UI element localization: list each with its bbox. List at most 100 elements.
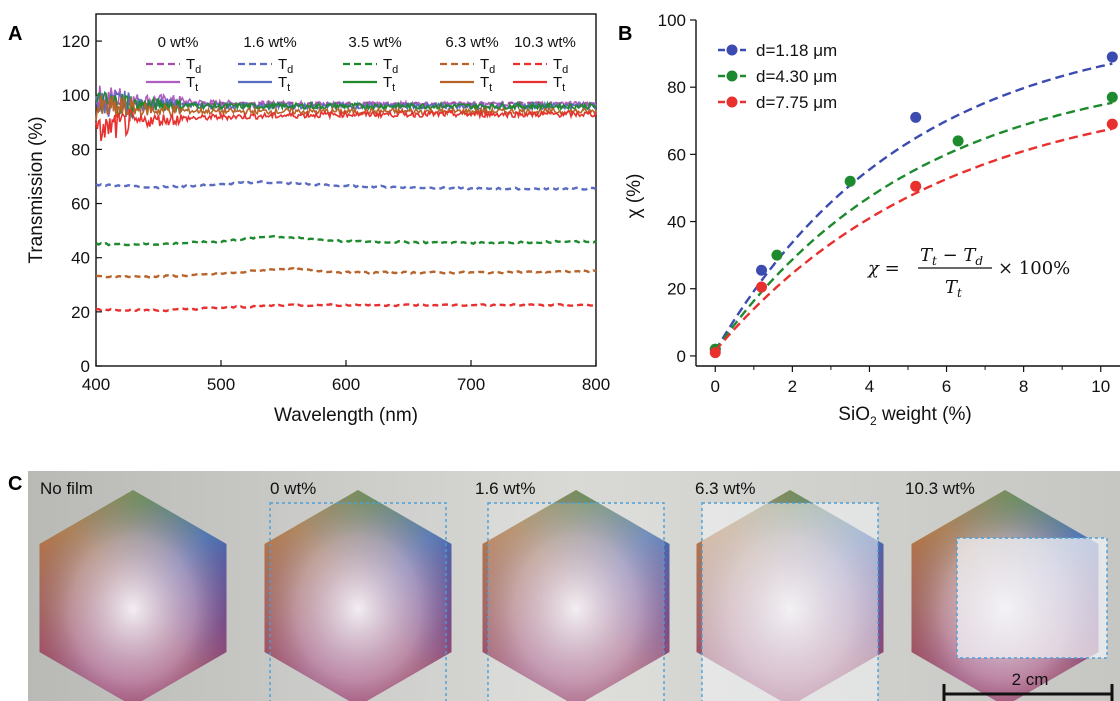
scale-bar: 2 cm (942, 670, 1114, 701)
x-axis-title-b-rest: weight (%) (877, 404, 972, 425)
photo-label: 6.3 wt% (695, 479, 755, 498)
data-point-0 (1106, 51, 1118, 63)
x-tick-label-a: 600 (332, 375, 360, 394)
x-tick-label-b: 2 (788, 377, 797, 396)
legend-row-main: T (383, 56, 392, 73)
formula-num-t: T (920, 245, 934, 266)
formula-denominator: Tt (945, 277, 962, 300)
series-line-1 (95, 85, 597, 114)
legend-row-main: T (186, 74, 195, 91)
formula-num-mid: − T (937, 245, 978, 266)
color-wheel-photo (482, 490, 670, 701)
legend-row-sub: t (392, 82, 395, 94)
photo-label: 10.3 wt% (905, 479, 975, 498)
y-tick-label-b: 100 (658, 11, 686, 30)
legend-row-label: Td (553, 56, 568, 76)
formula-den-t: T (945, 277, 959, 298)
data-point-0 (756, 264, 768, 276)
legend-swatch-dot (726, 44, 738, 56)
photo-label: No film (40, 479, 93, 498)
legend-row-label: Td (383, 56, 398, 76)
legend-row-main: T (480, 56, 489, 73)
legend-row-label: Tt (186, 74, 198, 94)
formula-num-sub: t (932, 254, 937, 268)
y-axis-title-a: Transmission (%) (26, 116, 47, 263)
legend-column-label: 0 wt% (158, 34, 199, 51)
legend-row-label: Tt (278, 74, 290, 94)
x-tick-label-a: 700 (457, 375, 485, 394)
y-tick-label-a: 40 (71, 249, 90, 268)
legend-row-sub: t (562, 82, 565, 94)
legend-row-main: T (383, 74, 392, 91)
legend-entry: d=7.75 μm (756, 93, 837, 112)
legend-row-label: Tt (480, 74, 492, 94)
legend-column-label: 1.6 wt% (243, 34, 296, 51)
legend-row-label: Td (186, 56, 201, 76)
x-tick-label-b: 0 (711, 377, 720, 396)
x-tick-label-b: 4 (865, 377, 874, 396)
legend-row-main: T (480, 74, 489, 91)
data-point-2 (756, 281, 768, 293)
ticks-a: 400 500 600 700 800 0 20 40 60 80 100 120 (62, 32, 611, 394)
series-line-7 (95, 95, 597, 122)
y-tick-label-b: 0 (677, 347, 686, 366)
series-line-9 (95, 108, 597, 142)
legend-row-sub: d (392, 64, 398, 76)
legend-row-label: Td (480, 56, 495, 76)
legend-row-label: Td (278, 56, 293, 76)
y-axis-title-b: χ (%) (624, 174, 645, 219)
data-point-1 (1106, 91, 1118, 103)
data-point-2 (1106, 118, 1118, 130)
series-line-4 (95, 234, 597, 247)
legend-column-label: 10.3 wt% (514, 34, 576, 51)
panel-label-c: C (8, 473, 22, 495)
color-wheel-photo (39, 490, 227, 701)
film-sample (956, 537, 1108, 659)
x-tick-label-a: 500 (207, 375, 235, 394)
legend-column-label: 3.5 wt% (348, 34, 401, 51)
legend-b: d=1.18 μm d=4.30 μm d=7.75 μm (718, 41, 837, 112)
data-point-0 (910, 111, 922, 123)
legend-row-main: T (553, 74, 562, 91)
color-wheel-center (482, 490, 670, 701)
y-tick-label-a: 120 (62, 32, 90, 51)
chi-formula: χ = Tt − Td Tt × 100% (866, 245, 1070, 300)
series-line-2 (95, 180, 597, 191)
series-line-6 (95, 266, 597, 279)
scale-bar-label: 2 cm (1012, 670, 1049, 689)
photo-label: 0 wt% (270, 479, 316, 498)
x-axis-title-a: Wavelength (nm) (274, 405, 418, 426)
panel-label-a: A (8, 23, 22, 45)
fit-curve-2 (714, 127, 1113, 352)
x-tick-label-b: 10 (1091, 377, 1110, 396)
film-sample (487, 502, 665, 701)
color-wheel-photo (696, 490, 884, 701)
legend-row-sub: d (562, 64, 568, 76)
color-wheel-photo (264, 490, 452, 701)
legend-row-sub: d (489, 64, 495, 76)
formula-num-sub2: d (975, 254, 983, 268)
photo-strip: No film 0 wt% 1.6 wt% 6.3 wt% 10.3 wt% (39, 479, 1108, 701)
legend-row-sub: d (195, 64, 201, 76)
legend-swatch-dot (726, 70, 738, 82)
formula-rhs: × 100% (998, 258, 1070, 279)
series-group-a (95, 85, 597, 313)
y-tick-label-b: 20 (667, 280, 686, 299)
y-tick-label-a: 0 (81, 357, 90, 376)
data-point-1 (771, 249, 783, 261)
x-tick-label-a: 800 (582, 375, 610, 394)
legend-row-sub: d (287, 64, 293, 76)
data-point-2 (709, 347, 721, 359)
legend-row-sub: t (287, 82, 290, 94)
legend-row-sub: t (489, 82, 492, 94)
fit-curve-1 (714, 101, 1113, 352)
x-tick-label-a: 400 (82, 375, 110, 394)
legend-row-label: Tt (553, 74, 565, 94)
x-tick-label-b: 8 (1019, 377, 1028, 396)
legend-swatch-dot (726, 96, 738, 108)
y-tick-label-a: 20 (71, 303, 90, 322)
panel-label-b: B (618, 23, 632, 45)
legend-row-main: T (278, 74, 287, 91)
series-line-8 (95, 302, 597, 313)
color-wheel-center (39, 490, 227, 701)
